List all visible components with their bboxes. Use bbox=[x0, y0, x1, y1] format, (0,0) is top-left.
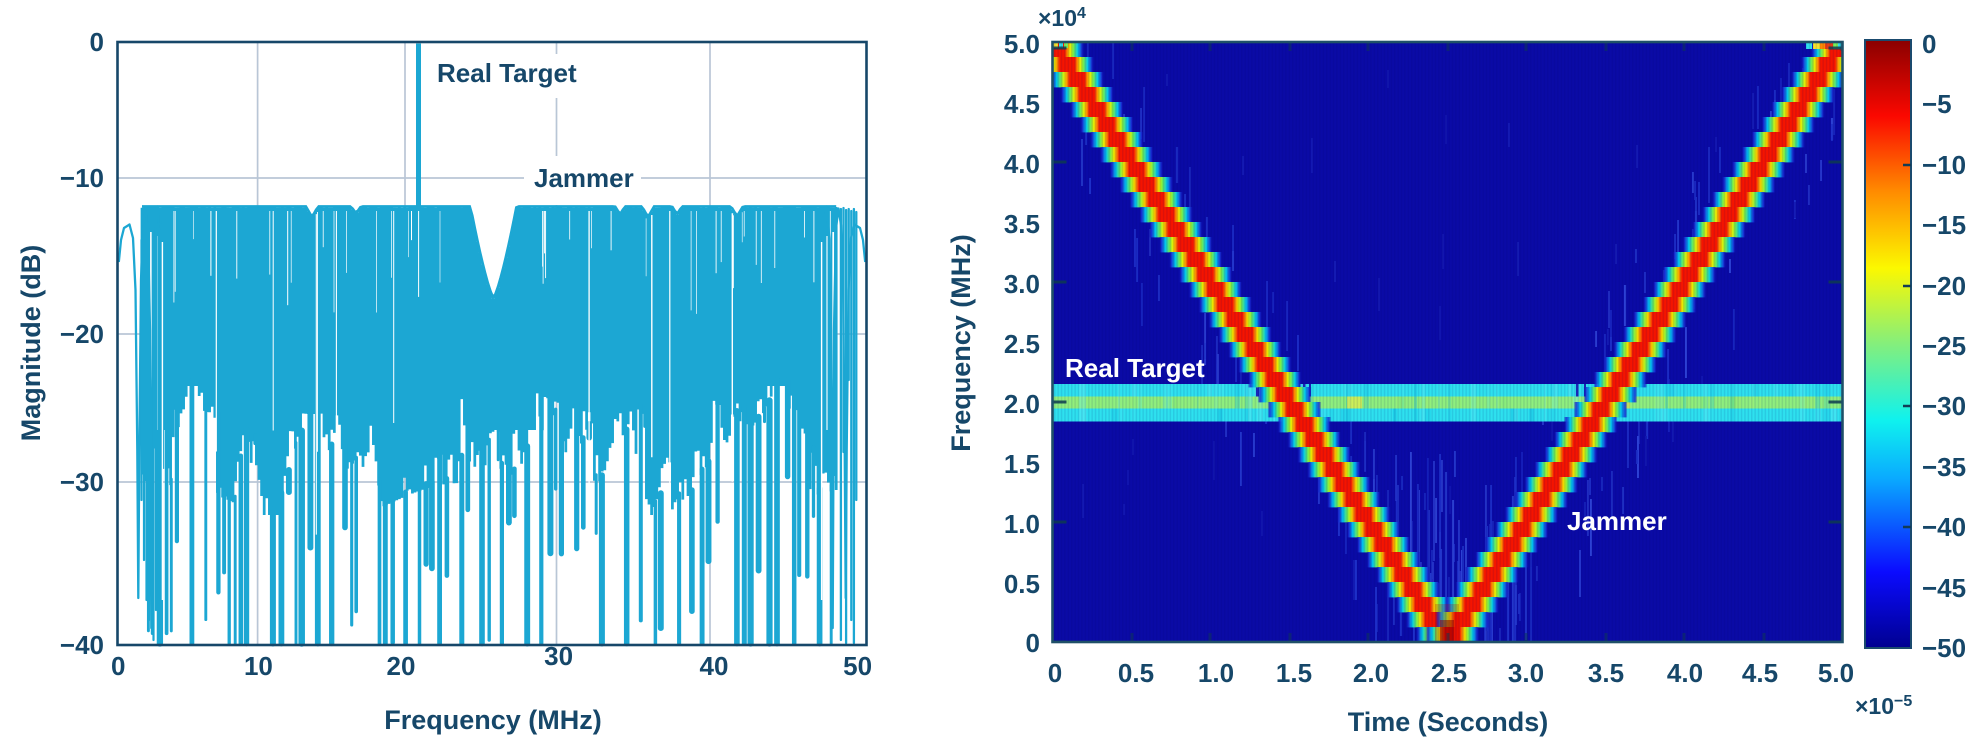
svg-text:3.5: 3.5 bbox=[1004, 209, 1040, 239]
svg-text:−30: −30 bbox=[1922, 391, 1966, 421]
svg-text:−25: −25 bbox=[1922, 331, 1966, 361]
svg-text:−40: −40 bbox=[1922, 512, 1966, 542]
svg-text:−45: −45 bbox=[1922, 573, 1966, 603]
svg-text:4.5: 4.5 bbox=[1742, 658, 1778, 688]
svg-text:−10: −10 bbox=[60, 163, 104, 193]
svg-text:4.0: 4.0 bbox=[1004, 149, 1040, 179]
svg-text:5.0: 5.0 bbox=[1818, 658, 1854, 688]
svg-text:0: 0 bbox=[1026, 628, 1040, 658]
svg-text:30: 30 bbox=[544, 641, 573, 671]
svg-text:Frequency (MHz): Frequency (MHz) bbox=[946, 234, 976, 452]
svg-text:2.0: 2.0 bbox=[1004, 389, 1040, 419]
svg-text:4.0: 4.0 bbox=[1667, 658, 1703, 688]
svg-text:0: 0 bbox=[1922, 29, 1936, 59]
svg-text:1.0: 1.0 bbox=[1004, 509, 1040, 539]
svg-text:−10: −10 bbox=[1922, 150, 1966, 180]
svg-text:4.5: 4.5 bbox=[1004, 89, 1040, 119]
svg-text:2.0: 2.0 bbox=[1353, 658, 1389, 688]
svg-text:Time (Seconds): Time (Seconds) bbox=[1348, 707, 1549, 737]
svg-text:10: 10 bbox=[244, 651, 273, 681]
svg-text:1.5: 1.5 bbox=[1276, 658, 1312, 688]
svg-text:×104: ×104 bbox=[1038, 5, 1086, 31]
svg-text:−15: −15 bbox=[1922, 210, 1966, 240]
svg-text:Frequency (MHz): Frequency (MHz) bbox=[384, 705, 602, 735]
svg-text:0: 0 bbox=[1048, 658, 1062, 688]
svg-text:×10−5: ×10−5 bbox=[1855, 693, 1912, 719]
svg-text:−20: −20 bbox=[60, 319, 104, 349]
svg-text:5.0: 5.0 bbox=[1004, 29, 1040, 59]
svg-text:−30: −30 bbox=[60, 467, 104, 497]
svg-text:2.5: 2.5 bbox=[1004, 329, 1040, 359]
svg-text:Magnitude (dB): Magnitude (dB) bbox=[16, 245, 46, 441]
svg-text:1.5: 1.5 bbox=[1004, 449, 1040, 479]
svg-text:0.5: 0.5 bbox=[1004, 569, 1040, 599]
svg-text:2.5: 2.5 bbox=[1431, 658, 1467, 688]
svg-text:0: 0 bbox=[90, 27, 104, 57]
svg-text:3.5: 3.5 bbox=[1588, 658, 1624, 688]
svg-text:Jammer: Jammer bbox=[1567, 506, 1667, 536]
svg-text:Real Target: Real Target bbox=[437, 58, 577, 88]
svg-text:−35: −35 bbox=[1922, 452, 1966, 482]
svg-text:40: 40 bbox=[700, 651, 729, 681]
svg-text:−50: −50 bbox=[1922, 633, 1966, 663]
svg-text:Real Target: Real Target bbox=[1065, 353, 1205, 383]
svg-text:3.0: 3.0 bbox=[1004, 269, 1040, 299]
svg-text:0.5: 0.5 bbox=[1118, 658, 1154, 688]
svg-text:Jammer: Jammer bbox=[534, 163, 634, 193]
svg-text:0: 0 bbox=[111, 651, 125, 681]
svg-text:−40: −40 bbox=[60, 630, 104, 660]
svg-text:−20: −20 bbox=[1922, 271, 1966, 301]
svg-text:50: 50 bbox=[843, 651, 872, 681]
svg-text:1.0: 1.0 bbox=[1198, 658, 1234, 688]
svg-text:3.0: 3.0 bbox=[1508, 658, 1544, 688]
svg-text:20: 20 bbox=[387, 651, 416, 681]
svg-text:−5: −5 bbox=[1922, 89, 1952, 119]
